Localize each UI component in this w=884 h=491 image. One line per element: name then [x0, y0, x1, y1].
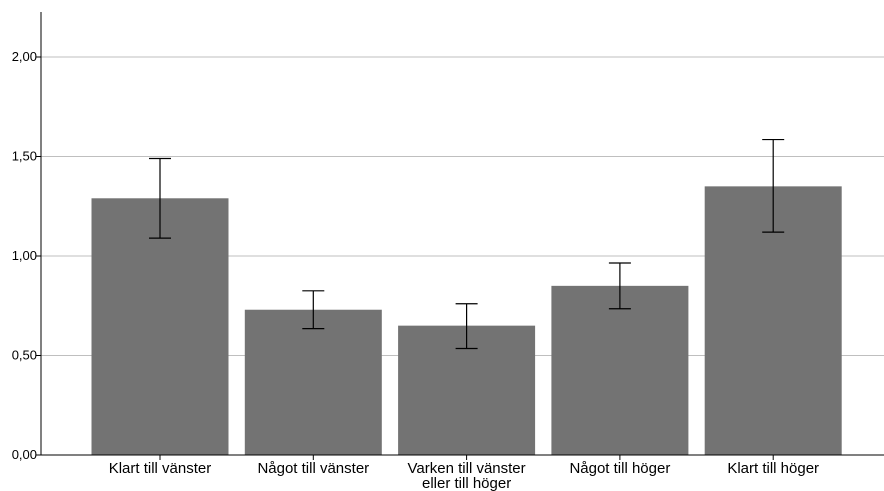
x-category-label: Något till höger: [569, 460, 670, 477]
axes: [36, 12, 884, 460]
y-tick-label: 1,00: [12, 248, 37, 263]
bar: [551, 285, 689, 455]
bar: [91, 198, 229, 456]
y-tick-label: 0,50: [12, 348, 37, 363]
x-category-label: Varken till vänster eller till höger: [408, 460, 526, 491]
y-tick-label: 1,50: [12, 149, 37, 164]
y-tick-labels: 0,00 0,50 1,00 1,50 2,00: [12, 49, 37, 462]
x-category-label-line: eller till höger: [422, 475, 511, 491]
x-category-labels: Klart till vänster Något till vänster Vark…: [109, 460, 819, 491]
x-category-label: Klart till höger: [727, 460, 819, 477]
x-category-label: Något till vänster: [257, 460, 369, 477]
x-category-label-line: Klart till vänster: [109, 460, 212, 477]
bar: [244, 309, 382, 455]
y-tick-label: 2,00: [12, 49, 37, 64]
x-category-label: Klart till vänster: [109, 460, 212, 477]
x-category-label-line: Något till vänster: [257, 460, 369, 477]
error-bars: [149, 138, 785, 350]
x-category-label-line: Varken till vänster: [408, 460, 526, 477]
x-category-label-line: Klart till höger: [727, 460, 819, 477]
x-category-label-line: Något till höger: [569, 460, 670, 477]
y-tick-label: 0,00: [12, 447, 37, 462]
